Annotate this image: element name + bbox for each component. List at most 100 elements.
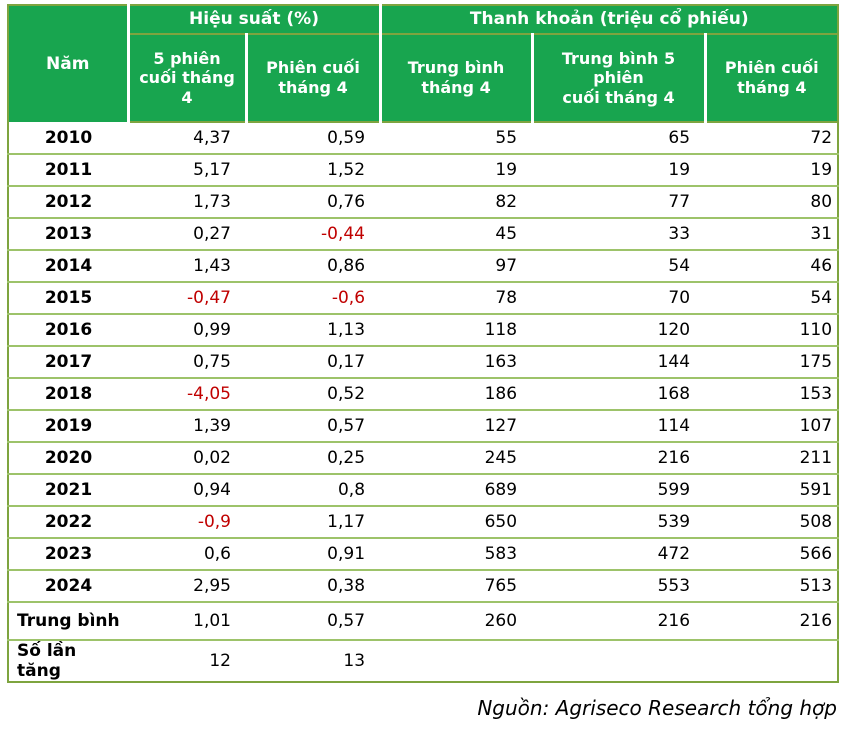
value-cell: 163 (380, 346, 533, 379)
col-header-perf-last5-sessions: 5 phiên cuối tháng 4 (128, 34, 248, 123)
value-cell: 107 (705, 410, 839, 443)
value-cell: 54 (532, 250, 706, 283)
value-cell: 260 (380, 602, 533, 641)
source-attribution: Nguồn: Agriseco Research tổng hợp (477, 696, 837, 720)
row-label: 2014 (8, 250, 128, 283)
value-cell: 216 (532, 442, 706, 475)
col-header-year: Năm (8, 5, 130, 122)
table-row: 2018 -4,05 0,52 186 168 153 (8, 378, 839, 411)
value-cell: 1,39 (128, 410, 246, 443)
table-row: 2011 5,17 1,52 19 19 19 (8, 154, 839, 187)
value-cell: 82 (380, 186, 533, 219)
value-cell: 2,95 (128, 570, 246, 603)
row-label: 2021 (8, 474, 128, 507)
value-cell: 168 (532, 378, 706, 411)
table-row: Số lần tăng 12 13 (8, 640, 839, 682)
value-cell: 186 (380, 378, 533, 411)
table-row: 2020 0,02 0,25 245 216 211 (8, 442, 839, 475)
value-cell: 539 (532, 506, 706, 539)
table-row: 2022 -0,9 1,17 650 539 508 (8, 506, 839, 539)
value-cell: 0,6 (128, 538, 246, 571)
col-header-liq-avg-last5-sessions: Trung bình 5 phiên cuối tháng 4 (532, 34, 707, 123)
value-cell: 0,52 (246, 378, 381, 411)
value-cell: 566 (705, 538, 839, 571)
row-label: 2024 (8, 570, 128, 603)
value-cell: 216 (532, 602, 706, 641)
value-cell: 0,91 (246, 538, 381, 571)
table-row: 2023 0,6 0,91 583 472 566 (8, 538, 839, 571)
table-row: 2015 -0,47 -0,6 78 70 54 (8, 282, 839, 315)
value-cell: 80 (705, 186, 839, 219)
value-cell: -4,05 (128, 378, 246, 411)
value-cell: 45 (380, 218, 533, 251)
value-cell: 1,17 (246, 506, 381, 539)
value-cell: 1,43 (128, 250, 246, 283)
table-row: 2019 1,39 0,57 127 114 107 (8, 410, 839, 443)
table-row: 2016 0,99 1,13 118 120 110 (8, 314, 839, 347)
value-cell: 54 (705, 282, 839, 315)
col-header-liq-avg-april: Trung bình tháng 4 (380, 34, 534, 123)
value-cell (532, 640, 706, 682)
table-row: Trung bình 1,01 0,57 260 216 216 (8, 602, 839, 641)
value-cell: 19 (380, 154, 533, 187)
table-header: Năm Hiệu suất (%) Thanh khoản (triệu cổ … (8, 5, 839, 123)
value-cell: 0,27 (128, 218, 246, 251)
value-cell: 0,86 (246, 250, 381, 283)
value-cell: 0,76 (246, 186, 381, 219)
value-cell: 0,02 (128, 442, 246, 475)
table-body: 2010 4,37 0,59 55 65 72 2011 5,17 1,52 19 19 19 2012… (8, 122, 839, 682)
value-cell: 78 (380, 282, 533, 315)
row-label: 2010 (8, 122, 128, 155)
row-label: Số lần tăng (8, 640, 128, 682)
col-group-liquidity: Thanh khoản (triệu cổ phiếu) (380, 5, 839, 35)
value-cell: 144 (532, 346, 706, 379)
value-cell: 72 (705, 122, 839, 155)
value-cell: -0,47 (128, 282, 246, 315)
value-cell: 97 (380, 250, 533, 283)
col-header-perf-last-session: Phiên cuối tháng 4 (246, 34, 382, 123)
value-cell: 175 (705, 346, 839, 379)
value-cell: -0,9 (128, 506, 246, 539)
value-cell: -0,44 (246, 218, 381, 251)
value-cell: 118 (380, 314, 533, 347)
value-cell: 583 (380, 538, 533, 571)
value-cell: 211 (705, 442, 839, 475)
row-label: 2017 (8, 346, 128, 379)
row-label: 2020 (8, 442, 128, 475)
row-label: 2015 (8, 282, 128, 315)
value-cell: 46 (705, 250, 839, 283)
value-cell: 508 (705, 506, 839, 539)
value-cell: 0,17 (246, 346, 381, 379)
value-cell: 65 (532, 122, 706, 155)
value-cell: 0,94 (128, 474, 246, 507)
value-cell: 216 (705, 602, 839, 641)
table-row: 2010 4,37 0,59 55 65 72 (8, 122, 839, 155)
value-cell: 31 (705, 218, 839, 251)
value-cell: 0,99 (128, 314, 246, 347)
value-cell: 245 (380, 442, 533, 475)
value-cell: 153 (705, 378, 839, 411)
header-sub-row: 5 phiên cuối tháng 4 Phiên cuối tháng 4 … (8, 34, 839, 123)
value-cell: -0,6 (246, 282, 381, 315)
row-label: Trung bình (8, 602, 128, 641)
value-cell: 0,57 (246, 410, 381, 443)
value-cell: 599 (532, 474, 706, 507)
row-label: 2011 (8, 154, 128, 187)
row-label: 2022 (8, 506, 128, 539)
value-cell: 591 (705, 474, 839, 507)
value-cell: 77 (532, 186, 706, 219)
value-cell: 0,38 (246, 570, 381, 603)
value-cell: 19 (705, 154, 839, 187)
col-group-performance: Hiệu suất (%) (128, 5, 382, 35)
value-cell: 0,57 (246, 602, 381, 641)
performance-liquidity-table: Năm Hiệu suất (%) Thanh khoản (triệu cổ … (7, 4, 840, 683)
table-row: 2013 0,27 -0,44 45 33 31 (8, 218, 839, 251)
value-cell (705, 640, 839, 682)
value-cell: 0,75 (128, 346, 246, 379)
value-cell: 1,73 (128, 186, 246, 219)
value-cell: 765 (380, 570, 533, 603)
value-cell: 55 (380, 122, 533, 155)
table-row: 2012 1,73 0,76 82 77 80 (8, 186, 839, 219)
row-label: 2012 (8, 186, 128, 219)
